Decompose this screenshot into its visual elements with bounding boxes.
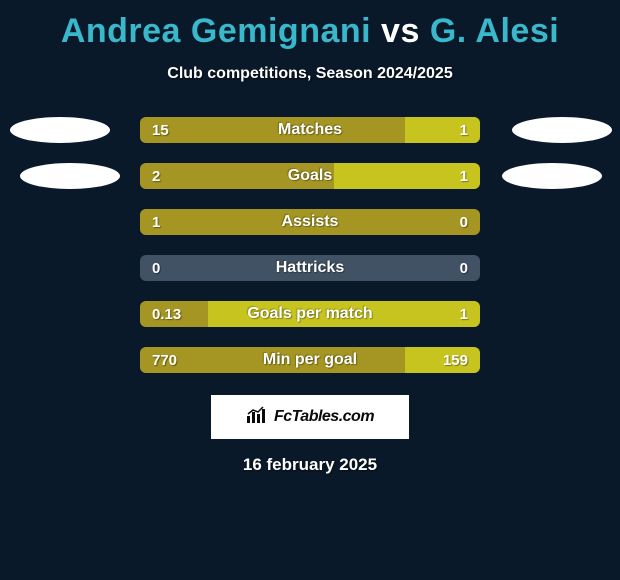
player-ellipse bbox=[512, 117, 612, 143]
subtitle: Club competitions, Season 2024/2025 bbox=[167, 65, 452, 83]
bar-right bbox=[208, 301, 480, 327]
player-ellipse bbox=[20, 163, 120, 189]
stat-row: Goals21 bbox=[0, 163, 620, 189]
title: Andrea Gemignani vs G. Alesi bbox=[61, 12, 559, 51]
date: 16 february 2025 bbox=[243, 455, 377, 475]
bar-track: Min per goal770159 bbox=[140, 347, 480, 373]
bar-left bbox=[140, 163, 334, 189]
bar-right bbox=[334, 163, 480, 189]
stat-row: Goals per match0.131 bbox=[0, 301, 620, 327]
bar-left bbox=[140, 347, 405, 373]
stat-rows: Matches151Goals21Assists10Hattricks00Goa… bbox=[0, 117, 620, 373]
bar-track: Assists10 bbox=[140, 209, 480, 235]
infographic-container: Andrea Gemignani vs G. Alesi Club compet… bbox=[0, 0, 620, 475]
bar-track: Goals per match0.131 bbox=[140, 301, 480, 327]
stat-value-left: 0.13 bbox=[152, 301, 181, 327]
bar-track: Matches151 bbox=[140, 117, 480, 143]
chart-icon bbox=[246, 406, 268, 429]
stat-row: Hattricks0 0 bbox=[0, 255, 620, 281]
player1-name: Andrea Gemignani bbox=[61, 12, 371, 50]
bar-track: Goals21 bbox=[140, 163, 480, 189]
stat-value-right: 0 bbox=[460, 209, 468, 235]
stat-label: Hattricks bbox=[140, 255, 480, 281]
stat-value-right: 1 bbox=[460, 163, 468, 189]
stat-value-left: 1 bbox=[152, 209, 160, 235]
player2-name: G. Alesi bbox=[430, 12, 559, 50]
stat-value-right: 1 bbox=[460, 301, 468, 327]
player-ellipse bbox=[10, 117, 110, 143]
bar-left bbox=[140, 209, 480, 235]
stat-value-right: 159 bbox=[443, 347, 468, 373]
badge-text: FcTables.com bbox=[274, 408, 374, 426]
bar-track: Hattricks0 0 bbox=[140, 255, 480, 281]
fctables-badge: FcTables.com bbox=[211, 395, 409, 439]
stat-row: Min per goal770159 bbox=[0, 347, 620, 373]
stat-value-left: 15 bbox=[152, 117, 169, 143]
stat-value-left: 770 bbox=[152, 347, 177, 373]
bar-left bbox=[140, 117, 405, 143]
badge-inner: FcTables.com bbox=[246, 406, 374, 429]
bar-right bbox=[405, 117, 480, 143]
title-vs: vs bbox=[381, 12, 420, 50]
stat-value-left: 2 bbox=[152, 163, 160, 189]
stat-value-right: 0 bbox=[460, 255, 468, 281]
stat-value-right: 1 bbox=[460, 117, 468, 143]
stat-row: Assists10 bbox=[0, 209, 620, 235]
stat-row: Matches151 bbox=[0, 117, 620, 143]
stat-value-left: 0 bbox=[152, 255, 160, 281]
player-ellipse bbox=[502, 163, 602, 189]
